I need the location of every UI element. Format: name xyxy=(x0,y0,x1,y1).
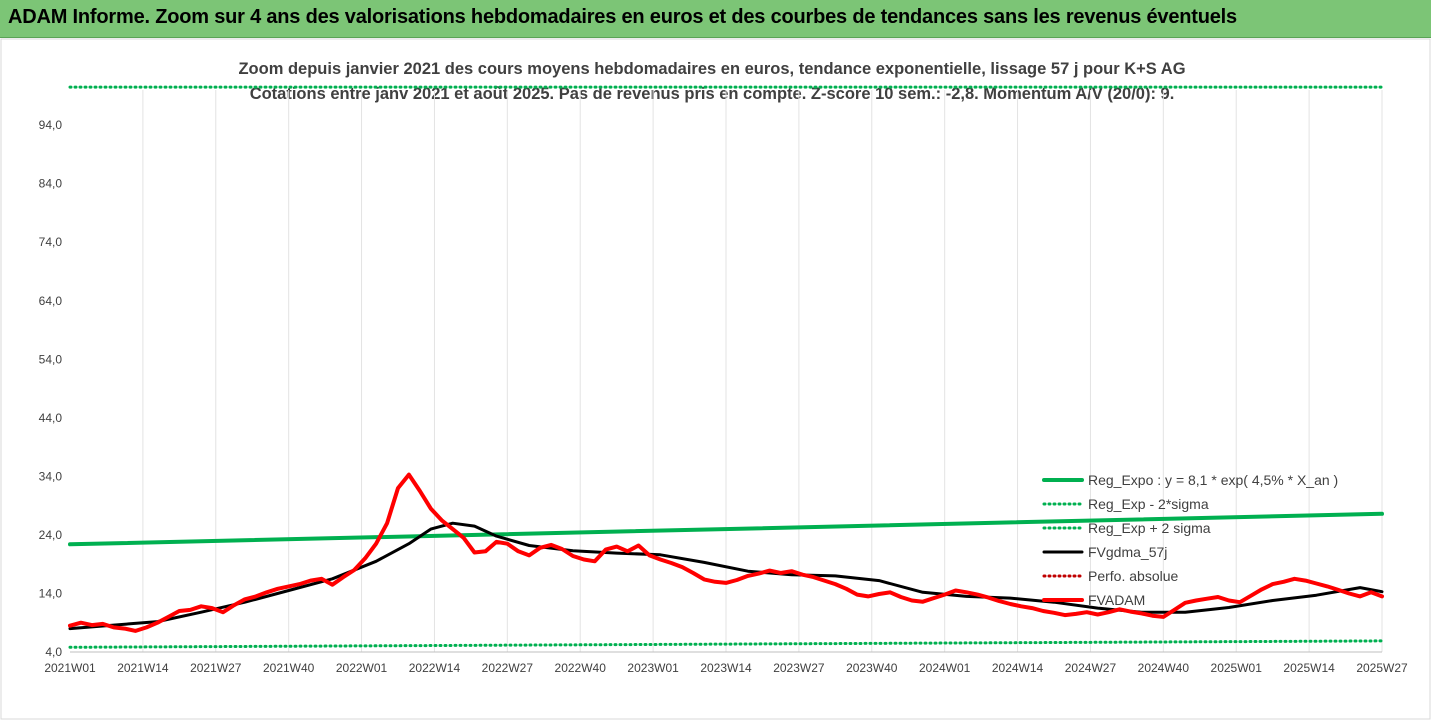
x-tick-label: 2021W01 xyxy=(44,661,96,675)
y-tick-label: 14,0 xyxy=(39,586,63,600)
y-tick-label: 44,0 xyxy=(39,411,63,425)
y-tick-label: 94,0 xyxy=(39,118,63,132)
series-layer xyxy=(68,85,1384,649)
y-tick-label: 64,0 xyxy=(39,294,63,308)
line-chart: Zoom depuis janvier 2021 des cours moyen… xyxy=(0,38,1431,720)
axis-layer: 2021W01 2021W14 2021W27 2021W40 2022W01 2022W… xyxy=(39,118,1408,675)
y-tick-label: 74,0 xyxy=(39,235,63,249)
y-tick-label: 34,0 xyxy=(39,469,63,483)
chart-title: Zoom depuis janvier 2021 des cours moyen… xyxy=(238,60,1185,78)
legend-label: Reg_Expo : y = 8,1 * exp( 4,5% * X_an ) xyxy=(1088,472,1338,488)
x-tick-label: 2022W01 xyxy=(336,661,388,675)
report-title: ADAM Informe. Zoom sur 4 ans des valoris… xyxy=(8,6,1237,28)
x-tick-label: 2025W01 xyxy=(1211,661,1263,675)
x-tick-label: 2023W27 xyxy=(773,661,825,675)
x-tick-label: 2021W40 xyxy=(263,661,315,675)
x-tick-label: 2025W27 xyxy=(1356,661,1408,675)
legend-label: FVADAM xyxy=(1088,592,1145,608)
x-tick-label: 2021W14 xyxy=(117,661,169,675)
x-tick-label: 2025W14 xyxy=(1283,661,1335,675)
series-line xyxy=(68,472,1384,633)
x-tick-label: 2024W01 xyxy=(919,661,971,675)
y-tick-label: 4,0 xyxy=(45,645,62,659)
legend-label: Reg_Exp + 2 sigma xyxy=(1088,520,1211,536)
chart-frame xyxy=(0,38,1431,720)
x-tick-label: 2024W40 xyxy=(1138,661,1190,675)
y-tick-label: 84,0 xyxy=(39,177,63,191)
x-tick-label: 2023W40 xyxy=(846,661,898,675)
x-tick-label: 2024W27 xyxy=(1065,661,1117,675)
x-tick-label: 2021W27 xyxy=(190,661,242,675)
x-tick-label: 2022W27 xyxy=(482,661,534,675)
y-tick-label: 24,0 xyxy=(39,528,63,542)
legend-label: Reg_Exp - 2*sigma xyxy=(1088,496,1209,512)
x-tick-label: 2023W01 xyxy=(627,661,679,675)
legend-label: FVgdma_57j xyxy=(1088,544,1167,560)
chart-area: Zoom depuis janvier 2021 des cours moyen… xyxy=(0,38,1431,720)
x-tick-label: 2024W14 xyxy=(992,661,1044,675)
report-header: ADAM Informe. Zoom sur 4 ans des valoris… xyxy=(0,0,1431,38)
series-line xyxy=(68,639,1384,649)
legend-label: Perfo. absolue xyxy=(1088,568,1178,584)
series-line xyxy=(68,521,1384,631)
legend: Reg_Expo : y = 8,1 * exp( 4,5% * X_an ) R… xyxy=(1042,472,1338,608)
chart-subtitle: Cotations entre janv 2021 et août 2025. … xyxy=(250,85,1175,103)
y-tick-label: 54,0 xyxy=(39,352,63,366)
x-tick-label: 2022W14 xyxy=(409,661,461,675)
x-tick-label: 2022W40 xyxy=(555,661,607,675)
series-line xyxy=(68,511,1384,547)
x-tick-label: 2023W14 xyxy=(700,661,752,675)
